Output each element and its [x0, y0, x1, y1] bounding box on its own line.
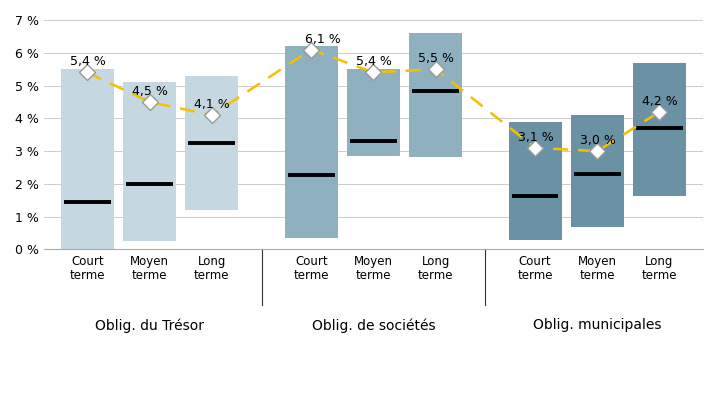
Text: 4,2 %: 4,2 % [642, 95, 678, 108]
Bar [633, 63, 686, 196]
Text: 5,4 %: 5,4 % [70, 55, 106, 68]
Text: 6,1 %: 6,1 % [305, 33, 341, 45]
Text: 4,5 %: 4,5 % [132, 85, 168, 98]
Text: Oblig. municipales: Oblig. municipales [533, 318, 661, 332]
Text: 4,1 %: 4,1 % [195, 98, 230, 111]
Bar [347, 69, 400, 156]
Text: Oblig. de sociétés: Oblig. de sociétés [312, 318, 435, 333]
Bar [285, 46, 337, 238]
Text: 3,1 %: 3,1 % [518, 131, 554, 144]
Bar [61, 69, 114, 249]
Bar [571, 115, 624, 226]
Bar [409, 33, 462, 157]
Text: 3,0 %: 3,0 % [580, 134, 616, 147]
Text: 5,4 %: 5,4 % [356, 55, 392, 68]
Bar [185, 76, 238, 210]
Bar [508, 122, 561, 240]
Text: Oblig. du Trésor: Oblig. du Trésor [95, 318, 204, 333]
Text: 5,5 %: 5,5 % [418, 52, 454, 65]
Bar [123, 82, 176, 241]
